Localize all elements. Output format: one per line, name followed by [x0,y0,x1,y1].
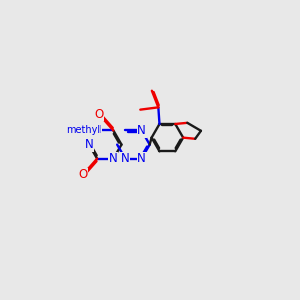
Text: N: N [121,152,130,165]
Text: N: N [93,124,101,137]
Text: O: O [94,108,104,121]
Text: methyl: methyl [66,125,100,136]
Text: methyl: methyl [64,125,101,136]
Text: N: N [137,152,146,165]
Text: N: N [85,138,93,151]
Text: O: O [78,168,87,181]
Text: N: N [109,152,118,165]
Text: N: N [137,124,146,137]
